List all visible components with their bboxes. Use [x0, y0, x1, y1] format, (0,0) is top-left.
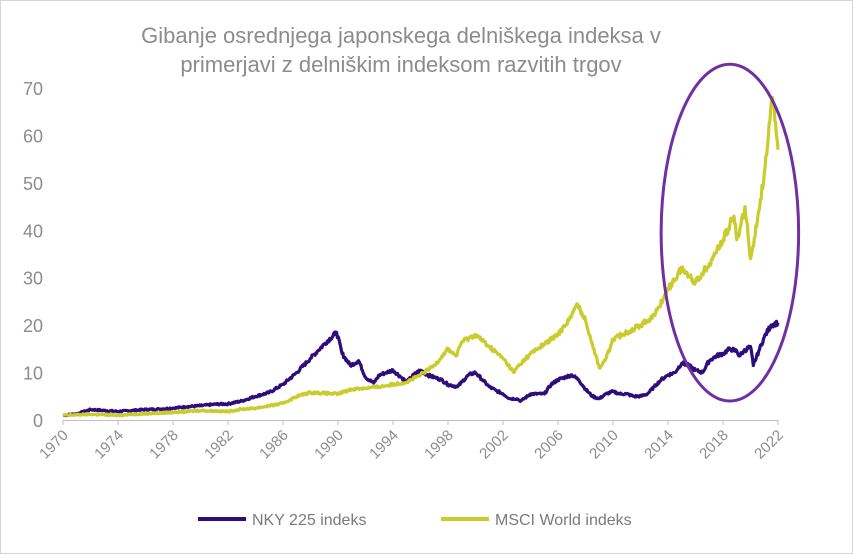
legend-label: MSCI World indeks — [495, 512, 632, 529]
y-tick-label: 30 — [23, 269, 43, 289]
series-line-nky-225 — [62, 319, 780, 418]
y-tick-label: 70 — [23, 79, 43, 99]
x-tick-label: 1978 — [146, 427, 182, 463]
x-tick-label: 1970 — [36, 427, 72, 463]
chart-title-line-2: primerjavi z delniškim indeksom razvitih… — [180, 52, 622, 77]
x-tick-label: 2006 — [531, 427, 567, 463]
chart-title-line-1: Gibanje osrednjega japonskega delniškega… — [141, 23, 661, 48]
x-tick-label: 2018 — [696, 427, 732, 463]
x-tick-label: 1998 — [421, 427, 457, 463]
x-tick-label: 1974 — [91, 427, 127, 463]
y-tick-label: 40 — [23, 221, 43, 241]
series-line-msci-world — [62, 95, 780, 418]
x-tick-label: 2014 — [641, 427, 677, 463]
legend-label: NKY 225 indeks — [252, 512, 366, 529]
x-tick-label: 1994 — [366, 427, 402, 463]
x-tick-label: 2022 — [751, 427, 787, 463]
chart-title: Gibanje osrednjega japonskega delniškega… — [61, 21, 741, 79]
x-tick-label: 1990 — [311, 427, 347, 463]
y-tick-label: 10 — [23, 364, 43, 384]
y-tick-label: 60 — [23, 126, 43, 146]
y-tick-label: 50 — [23, 174, 43, 194]
x-tick-label: 1982 — [201, 427, 237, 463]
x-tick-label: 1986 — [256, 427, 292, 463]
y-tick-label: 0 — [33, 411, 43, 431]
y-tick-label: 20 — [23, 316, 43, 336]
x-tick-label: 2002 — [476, 427, 512, 463]
x-tick-label: 2010 — [586, 427, 622, 463]
highlight-ellipse — [659, 62, 801, 403]
